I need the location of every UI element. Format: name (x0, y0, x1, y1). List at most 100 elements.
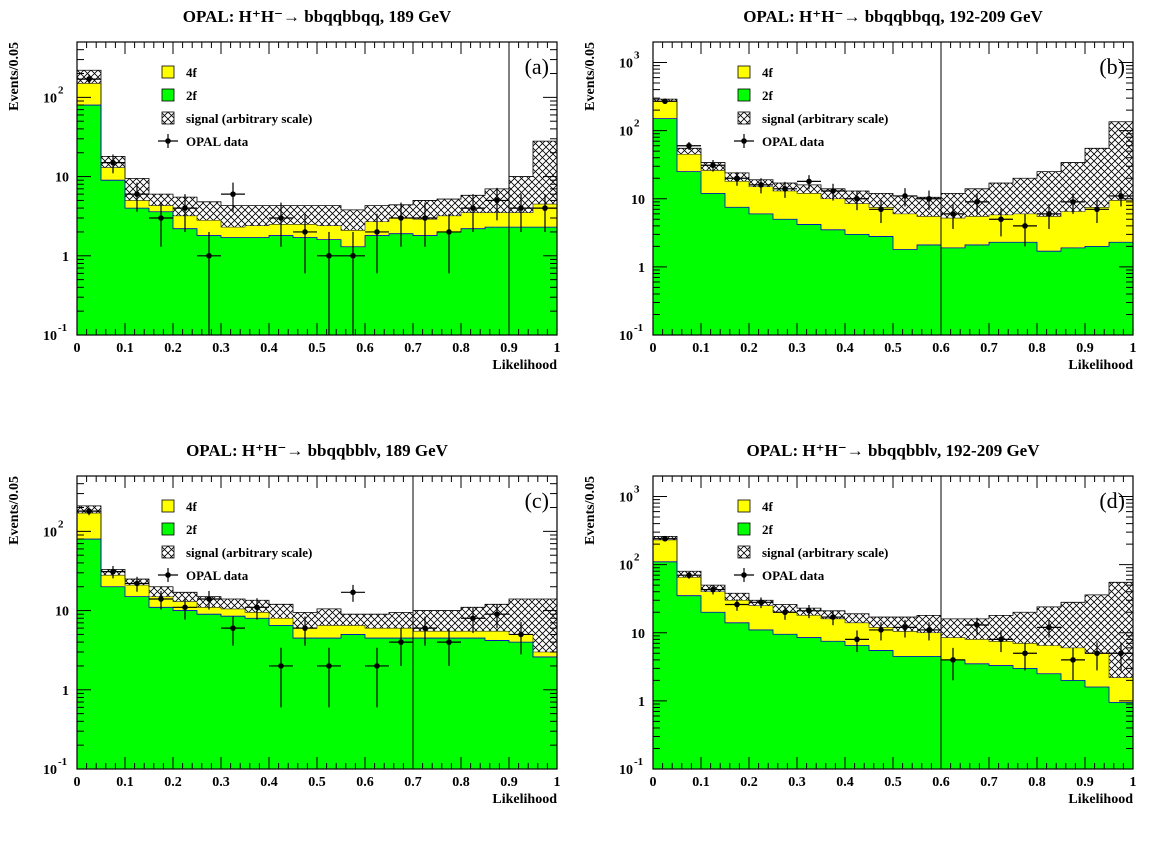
x-tick-label: 0.7 (404, 341, 422, 356)
y-tick-label: 10-1 (619, 322, 643, 344)
bar-2f (77, 539, 101, 769)
bar-2f (917, 656, 941, 769)
y-tick-exp: -1 (634, 322, 643, 334)
x-tick-label: 0.5 (884, 775, 902, 790)
y-tick-base: 10 (619, 125, 633, 140)
signal-outline (77, 69, 557, 211)
data-point (926, 195, 932, 202)
data-point (470, 615, 476, 622)
x-tick-label: 0.5 (884, 341, 902, 356)
bar-2f (797, 224, 821, 335)
chart-panel-a: OPAL: H⁺H⁻→ bbqqbbqq, 189 GeV 0 0.1 0.2 0.3 0… (0, 0, 575, 433)
x-tick-label: 0.6 (932, 775, 950, 790)
data-point (1118, 650, 1124, 657)
y-tick-base: 10 (43, 525, 57, 540)
bar-2f (677, 595, 701, 769)
legend-swatch-2f (737, 88, 751, 102)
bar-2f-outline (653, 118, 1133, 252)
legend-swatch-signal (737, 111, 751, 125)
legend: 4f 2f signal (arbitrary scale) OPAL data (158, 499, 312, 583)
data-point (182, 205, 188, 211)
bar-2f (749, 213, 773, 335)
y-tick-label: 102 (619, 118, 640, 140)
bar-2f (1037, 251, 1061, 335)
data-point (1022, 650, 1028, 657)
bar-2f (533, 656, 557, 769)
x-tick-label: 0.5 (308, 341, 326, 356)
data-point (446, 229, 452, 235)
bar-2f-outline (77, 538, 557, 658)
x-tick-label: 1 (554, 775, 561, 790)
x-tick-label: 0.2 (164, 341, 182, 356)
legend-label: OPAL data (762, 134, 825, 149)
legend-label: 4f (186, 65, 198, 80)
y-tick-base: 10 (619, 763, 633, 778)
data-point (134, 191, 140, 197)
data-point (158, 215, 164, 221)
bar-2f (941, 247, 965, 335)
x-tick-label: 0.1 (692, 775, 710, 790)
x-tick-label: 0.2 (740, 775, 758, 790)
data-point (950, 657, 956, 663)
bar-2f (845, 234, 869, 335)
y-tick-base: 10 (619, 491, 633, 506)
data-point (278, 663, 284, 669)
legend-swatch-signal (161, 545, 175, 559)
bar-2f (1013, 242, 1037, 335)
data-point (686, 572, 692, 578)
x-tick-label: 0.4 (836, 775, 854, 790)
chart-panel-d: OPAL: H⁺H⁻→ bbqqbblν, 192-209 GeV 0 0.1 0.2… (576, 434, 1151, 867)
data-point (518, 205, 524, 211)
bar-2f (725, 207, 749, 335)
data-point (398, 215, 404, 221)
data-point (806, 178, 812, 185)
x-tick-label: 0.4 (836, 341, 854, 356)
bar-2f (509, 227, 533, 335)
legend-swatch-2f (737, 522, 751, 536)
x-axis-ticks (652, 42, 1134, 335)
y-tick-exp: -1 (58, 322, 67, 334)
data-point (974, 199, 980, 205)
x-tick-label: 0.8 (452, 775, 470, 790)
legend-label: 2f (762, 88, 774, 103)
data-point (710, 586, 716, 593)
y-tick-base: 10 (619, 559, 633, 574)
data-point (758, 182, 764, 188)
x-tick-label: 0.3 (788, 775, 806, 790)
data-point (782, 609, 788, 616)
x-tick-label: 1 (554, 341, 561, 356)
y-tick-base: 1 (638, 261, 645, 276)
x-tick-label: 0.1 (116, 341, 134, 356)
y-tick-exp: 2 (58, 84, 64, 96)
chart-panel-c: OPAL: H⁺H⁻→ bbqqbblν, 189 GeV 0 0.1 0.2 0.3 0… (0, 434, 575, 867)
x-axis-ticks (652, 476, 1134, 769)
y-tick-base: 10 (43, 91, 57, 106)
data-point (1046, 624, 1052, 631)
chart-title: OPAL: H⁺H⁻→ bbqqbblν, 189 GeV (186, 441, 449, 460)
bar-2f (677, 171, 701, 335)
data-point (830, 188, 836, 194)
data-point (1070, 657, 1076, 663)
y-tick-base: 1 (638, 695, 645, 710)
x-tick-label: 0.8 (1028, 775, 1046, 790)
data-point (326, 252, 332, 259)
x-tick-label: 0.7 (980, 341, 998, 356)
data-point (878, 627, 884, 633)
chart-title: OPAL: H⁺H⁻→ bbqqbblν, 192-209 GeV (746, 441, 1040, 460)
data-point (686, 142, 692, 149)
bar-2f (845, 645, 869, 769)
panel-label: (b) (1099, 54, 1125, 79)
data-point (998, 636, 1004, 643)
legend-swatch-4f (161, 499, 175, 513)
data-point (182, 604, 188, 611)
y-tick-label: 10-1 (43, 322, 67, 344)
data-point (926, 627, 932, 633)
x-axis-ticks (76, 476, 558, 769)
legend-swatch-2f (161, 522, 175, 536)
data-point (758, 599, 764, 606)
data-point (350, 589, 356, 596)
bar-2f (125, 208, 149, 335)
data-point (446, 639, 452, 645)
bar-2f (1037, 673, 1061, 769)
y-tick-label: 10 (55, 605, 69, 620)
